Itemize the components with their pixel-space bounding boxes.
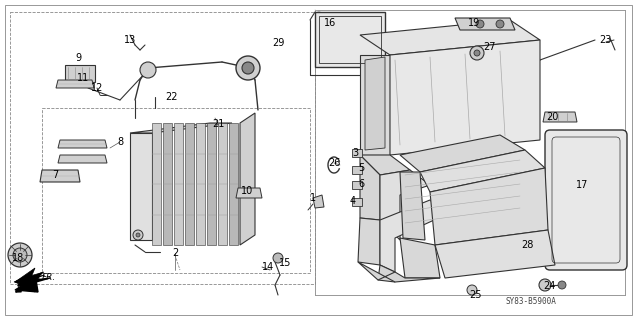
Bar bbox=[315, 12, 385, 67]
Polygon shape bbox=[352, 166, 362, 174]
Polygon shape bbox=[352, 181, 362, 189]
Text: 13: 13 bbox=[124, 35, 136, 45]
Polygon shape bbox=[58, 155, 107, 163]
Text: 17: 17 bbox=[576, 180, 588, 190]
Polygon shape bbox=[378, 265, 395, 282]
Polygon shape bbox=[65, 65, 95, 82]
Circle shape bbox=[539, 279, 551, 291]
Polygon shape bbox=[420, 150, 545, 192]
Polygon shape bbox=[390, 40, 540, 155]
Text: 9: 9 bbox=[75, 53, 81, 63]
Text: 28: 28 bbox=[521, 240, 533, 250]
Polygon shape bbox=[218, 123, 227, 245]
Polygon shape bbox=[236, 188, 262, 198]
Polygon shape bbox=[130, 133, 152, 240]
Circle shape bbox=[133, 230, 143, 240]
Text: 12: 12 bbox=[91, 83, 103, 93]
Circle shape bbox=[136, 233, 140, 237]
Polygon shape bbox=[40, 170, 80, 182]
Text: 6: 6 bbox=[358, 179, 364, 189]
Polygon shape bbox=[185, 123, 194, 245]
Text: 15: 15 bbox=[279, 258, 291, 268]
Polygon shape bbox=[380, 200, 445, 272]
Text: 5: 5 bbox=[358, 163, 364, 173]
Text: 21: 21 bbox=[212, 119, 224, 129]
Text: 2: 2 bbox=[172, 248, 178, 258]
Polygon shape bbox=[360, 55, 390, 155]
Bar bbox=[10, 12, 315, 284]
Circle shape bbox=[242, 62, 254, 74]
Text: FR.: FR. bbox=[42, 274, 56, 283]
Text: 8: 8 bbox=[117, 137, 123, 147]
Polygon shape bbox=[358, 262, 440, 282]
Text: 11: 11 bbox=[77, 73, 89, 83]
Text: 20: 20 bbox=[546, 112, 558, 122]
Text: 27: 27 bbox=[483, 42, 496, 52]
Circle shape bbox=[496, 20, 504, 28]
Polygon shape bbox=[360, 155, 380, 220]
Polygon shape bbox=[163, 123, 173, 245]
Polygon shape bbox=[400, 172, 425, 240]
Text: 23: 23 bbox=[599, 35, 611, 45]
Circle shape bbox=[140, 62, 156, 78]
Circle shape bbox=[273, 253, 283, 263]
Polygon shape bbox=[365, 57, 385, 150]
Polygon shape bbox=[229, 123, 238, 245]
Text: 1: 1 bbox=[310, 193, 316, 203]
Text: 29: 29 bbox=[272, 38, 284, 48]
Polygon shape bbox=[380, 170, 430, 240]
Polygon shape bbox=[352, 149, 362, 157]
Polygon shape bbox=[174, 123, 183, 245]
Text: 16: 16 bbox=[324, 18, 336, 28]
Polygon shape bbox=[352, 198, 362, 206]
Polygon shape bbox=[455, 18, 515, 30]
Polygon shape bbox=[400, 135, 525, 172]
Circle shape bbox=[470, 46, 484, 60]
Text: 14: 14 bbox=[262, 262, 274, 272]
Circle shape bbox=[476, 20, 484, 28]
Text: 22: 22 bbox=[165, 92, 177, 102]
Text: 24: 24 bbox=[543, 281, 555, 291]
Polygon shape bbox=[360, 20, 540, 55]
Polygon shape bbox=[15, 275, 50, 292]
Polygon shape bbox=[56, 80, 94, 88]
Polygon shape bbox=[152, 123, 161, 245]
Bar bbox=[319, 16, 381, 63]
Text: 19: 19 bbox=[468, 18, 480, 28]
Polygon shape bbox=[360, 155, 410, 175]
Text: 26: 26 bbox=[328, 158, 340, 168]
Text: 25: 25 bbox=[469, 290, 482, 300]
FancyBboxPatch shape bbox=[545, 130, 627, 270]
Text: SY83-B5900A: SY83-B5900A bbox=[505, 298, 556, 307]
Polygon shape bbox=[435, 230, 555, 278]
Circle shape bbox=[474, 50, 480, 56]
Circle shape bbox=[467, 285, 477, 295]
Text: 7: 7 bbox=[52, 170, 58, 180]
Text: 10: 10 bbox=[241, 186, 253, 196]
Polygon shape bbox=[400, 238, 440, 278]
Text: 3: 3 bbox=[352, 148, 358, 158]
Polygon shape bbox=[58, 140, 107, 148]
Polygon shape bbox=[313, 195, 324, 208]
Polygon shape bbox=[240, 113, 255, 245]
Polygon shape bbox=[130, 123, 232, 133]
Circle shape bbox=[13, 248, 27, 262]
Polygon shape bbox=[15, 268, 45, 292]
Circle shape bbox=[558, 281, 566, 289]
Circle shape bbox=[8, 243, 32, 267]
Text: 18: 18 bbox=[12, 253, 24, 263]
Polygon shape bbox=[207, 123, 217, 245]
Text: 4: 4 bbox=[350, 196, 356, 206]
Polygon shape bbox=[14, 272, 44, 284]
Bar bbox=[42, 108, 310, 273]
Polygon shape bbox=[543, 112, 577, 122]
Polygon shape bbox=[196, 123, 205, 245]
Polygon shape bbox=[430, 168, 548, 245]
Circle shape bbox=[236, 56, 260, 80]
Polygon shape bbox=[358, 218, 380, 265]
